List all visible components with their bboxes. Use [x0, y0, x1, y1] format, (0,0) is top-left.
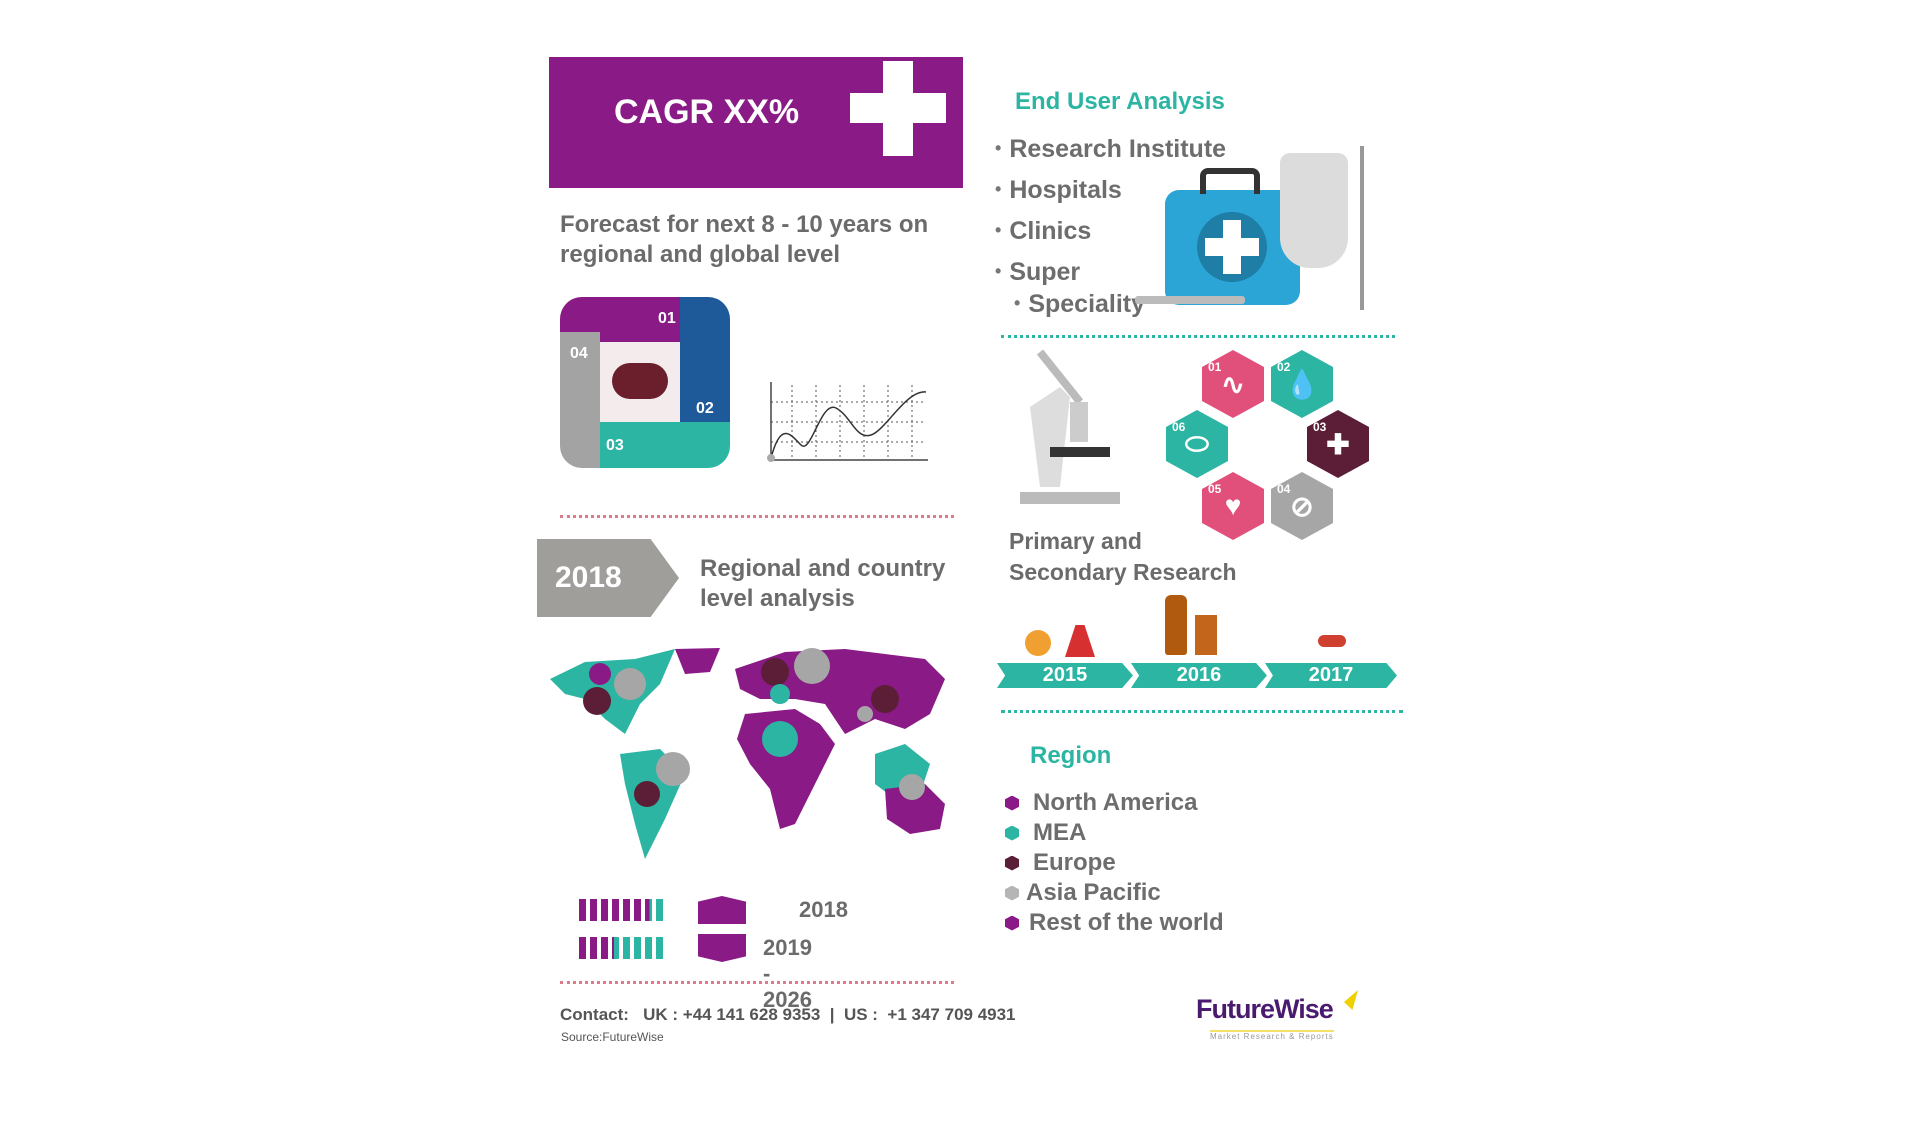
legend-item: Europe: [1005, 848, 1224, 878]
regional-line-2: level analysis: [700, 585, 855, 612]
legend-item: Asia Pacific: [1005, 878, 1224, 908]
end-user-title: End User Analysis: [1015, 88, 1225, 115]
end-user-list: Research Institute Hospitals Clinics Sup…: [995, 134, 1226, 321]
cross-icon: 03 ✚: [1307, 410, 1369, 478]
world-map: [550, 648, 945, 859]
list-item: Super: [995, 257, 1226, 289]
cycle-step: 02: [696, 400, 714, 417]
contact-info: Contact: UK : +44 141 628 9353 | US : +1…: [560, 1005, 1016, 1024]
forecast-line-2: regional and global level: [560, 241, 841, 268]
legend-item: MEA: [1005, 818, 1224, 848]
population-label: 2019 - 2026: [763, 935, 812, 1012]
divider: [560, 515, 954, 518]
syringe-icon: [1135, 296, 1245, 304]
hexagon-bar: [698, 934, 746, 962]
timeline-year: 2017: [1265, 663, 1397, 688]
research-text: Primary and Secondary Research: [1009, 526, 1237, 588]
people-icons: [579, 899, 667, 921]
cagr-banner: CAGR XX%: [549, 57, 963, 188]
no-icon: 04 ⊘: [1271, 472, 1333, 540]
legend-item: Rest of the world: [1005, 908, 1224, 938]
iv-pole: [1360, 146, 1364, 310]
cycle-step: 04: [570, 345, 588, 362]
drops-icon: 02 💧: [1271, 350, 1333, 418]
iv-bag-icon: [1280, 153, 1348, 268]
year-label: 2018: [555, 561, 622, 594]
microscope-icon: [1020, 349, 1120, 504]
futurewise-logo: FutureWise Market Research & Reports: [1196, 990, 1366, 1042]
region-title: Region: [1030, 742, 1112, 769]
legend-item: North America: [1005, 788, 1224, 818]
logo-tagline: Market Research & Reports: [1210, 1030, 1334, 1041]
stethoscope-icon: 01 ∿: [1202, 350, 1264, 418]
list-item: Hospitals: [995, 175, 1226, 216]
divider: [1001, 710, 1403, 713]
cycle-step: 03: [606, 437, 624, 454]
pill-icon: 06 ⬭: [1166, 410, 1228, 478]
divider: [1001, 335, 1395, 338]
source-label: Source:FutureWise: [561, 1030, 664, 1044]
capsule-icon: [1318, 635, 1346, 647]
forecast-line-1: Forecast for next 8 - 10 years on: [560, 211, 929, 238]
cycle-graphic: 01 02 03 04: [560, 297, 730, 468]
logo-name: FutureWise: [1196, 994, 1334, 1024]
flasks-icon: [1025, 605, 1100, 657]
kit-handle: [1200, 168, 1260, 194]
list-item: Speciality: [995, 289, 1226, 321]
regional-text: Regional and country level analysis: [700, 554, 945, 614]
divider: [560, 981, 954, 984]
pills-icon: [612, 363, 668, 399]
research-line-1: Primary and: [1009, 528, 1142, 554]
map-pin-icon: [583, 648, 925, 807]
forecast-text: Forecast for next 8 - 10 years on region…: [560, 210, 928, 270]
timeline-year: 2015: [997, 663, 1133, 688]
heart-icon: 05 ♥: [1202, 472, 1264, 540]
hexagon-bar: [698, 896, 746, 924]
region-legend: North America MEA Europe Asia Pacific Re…: [1005, 788, 1224, 938]
research-line-2: Secondary Research: [1009, 559, 1237, 585]
people-icons: [579, 937, 667, 959]
list-item: Clinics: [995, 216, 1226, 257]
population-label: 2018: [799, 897, 848, 922]
regional-line-1: Regional and country: [700, 555, 946, 582]
logo-arrow-icon: [1344, 990, 1358, 1010]
timeline-year: 2016: [1131, 663, 1267, 688]
trend-line-icon: [767, 382, 928, 462]
cagr-label: CAGR XX%: [614, 93, 800, 131]
medicine-bottle-icon: [1165, 595, 1225, 657]
year-arrow-badge: 2018: [537, 539, 679, 617]
first-aid-kit-icon: [1165, 190, 1300, 305]
cycle-step: 01: [658, 310, 676, 327]
list-item: Research Institute: [995, 134, 1226, 175]
